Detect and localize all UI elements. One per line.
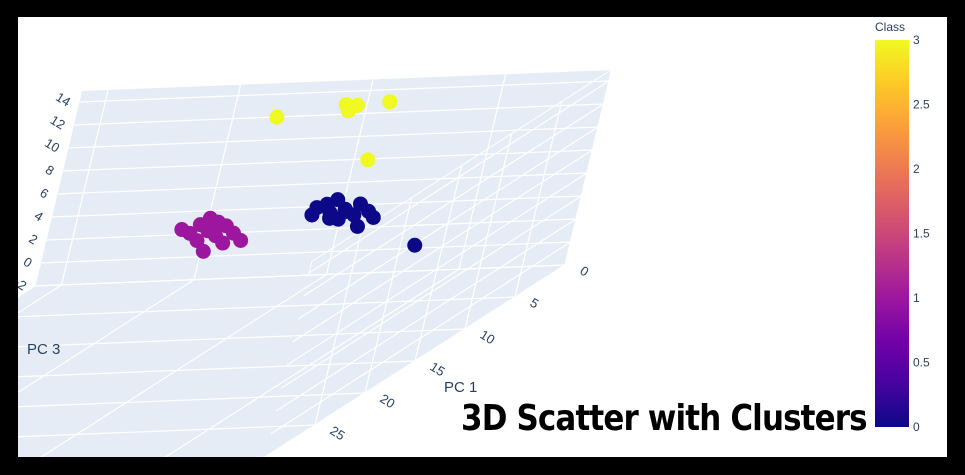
- grid-lines: [18, 69, 613, 457]
- x-axis-title: PC 1: [444, 379, 477, 396]
- colorbar-ticks: 0 0.5 1 1.5 2 2.5 3: [913, 33, 930, 434]
- data-point-class-0[interactable]: [330, 211, 346, 227]
- grid-line-z: [62, 149, 593, 172]
- grid-line-z: [303, 103, 604, 297]
- grid-line-x: [464, 133, 513, 330]
- grid-line-x: [18, 392, 366, 408]
- grid-line-z: [286, 172, 588, 366]
- grid-line-z: [270, 241, 571, 435]
- z-tick-label: 8: [43, 162, 57, 179]
- grid-line-z: [264, 264, 566, 457]
- x-tick-label: 15: [427, 359, 447, 379]
- plot-area[interactable]: 0 5 10 15 20 25 −2 0 2 4 6 8 10 12 14 PC 1 PC 3 Class…: [18, 17, 947, 457]
- scene-3d: 0 5 10 15 20 25 −2 0 2 4 6 8 10 12 14 PC 1 PC 3: [18, 68, 613, 457]
- grid-line-z: [40, 241, 571, 264]
- grid-line-z: [34, 264, 566, 287]
- grid-line-y: [18, 279, 195, 394]
- grid-line-z: [281, 195, 582, 389]
- colorbar-gradient: [875, 40, 909, 427]
- data-point-class-3[interactable]: [340, 103, 356, 119]
- x-tick-label: 25: [327, 423, 347, 443]
- data-point-class-0[interactable]: [346, 207, 362, 223]
- z-tick-label: −2: [18, 273, 29, 294]
- colorbar-tick-label: 1: [913, 291, 920, 305]
- z-tick-label: 0: [21, 254, 35, 271]
- grid-line-y: [60, 89, 109, 286]
- colorbar-tick-label: 2.5: [913, 98, 930, 112]
- z-tick-label: 2: [26, 231, 40, 248]
- data-point-class-1[interactable]: [195, 243, 211, 259]
- z-tick-label: 10: [42, 135, 62, 155]
- data-points: [174, 94, 423, 259]
- data-point-class-0[interactable]: [407, 237, 423, 253]
- grid-line-x: [18, 296, 516, 318]
- grid-line-x: [18, 328, 466, 348]
- data-point-class-3[interactable]: [360, 152, 376, 168]
- z-tick-label: 12: [48, 112, 68, 132]
- data-point-class-3[interactable]: [269, 109, 285, 125]
- grid-line-x: [314, 229, 363, 426]
- colorbar-tick-label: 1.5: [913, 227, 930, 241]
- x-tick-label: 5: [527, 295, 541, 312]
- grid-line-y: [458, 73, 507, 270]
- grid-line-z: [297, 126, 599, 320]
- z-tick-label: 14: [53, 89, 73, 109]
- grid-line-y: [164, 268, 460, 457]
- grid-line-z: [73, 103, 604, 126]
- data-point-class-0[interactable]: [304, 207, 320, 223]
- grid-line-z: [78, 80, 610, 103]
- grid-line-z: [45, 218, 577, 241]
- data-point-class-1[interactable]: [233, 232, 249, 248]
- grid-line-z: [67, 126, 599, 149]
- grid-line-z: [308, 80, 610, 274]
- data-point-class-3[interactable]: [382, 94, 398, 110]
- colorbar-tick-label: 0.5: [913, 356, 930, 370]
- x-tick-label: 0: [577, 263, 591, 280]
- z-axis-title: PC 3: [27, 341, 60, 358]
- grid-line-x: [18, 424, 316, 438]
- colorbar-tick-label: 0: [913, 420, 920, 434]
- grid-line-z: [56, 172, 588, 195]
- colorbar-title: Class: [875, 20, 905, 34]
- data-point-class-1[interactable]: [215, 235, 231, 251]
- data-point-class-0[interactable]: [349, 218, 365, 234]
- grid-line-z: [292, 149, 593, 343]
- grid-line-x: [18, 360, 416, 378]
- grid-line-y: [40, 273, 327, 457]
- colorbar: Class 0 0.5 1 1.5 2 2.5 3: [875, 20, 930, 434]
- data-point-class-0[interactable]: [365, 209, 381, 225]
- x-tick-label: 20: [377, 391, 397, 411]
- banner-title: 3D Scatter with Clusters: [461, 398, 868, 439]
- grid-line-x: [364, 197, 413, 394]
- z-tick-label: 4: [32, 208, 46, 225]
- x-tick-label: 10: [477, 327, 497, 347]
- z-tick-label: 6: [37, 185, 51, 202]
- grid-line-x: [514, 101, 563, 298]
- colorbar-tick-label: 2: [913, 162, 920, 176]
- grid-line-x: [414, 165, 463, 362]
- colorbar-tick-label: 3: [913, 33, 920, 47]
- grid-line-z: [275, 218, 577, 412]
- grid-line-y: [325, 78, 374, 275]
- grid-line-x: [564, 69, 613, 266]
